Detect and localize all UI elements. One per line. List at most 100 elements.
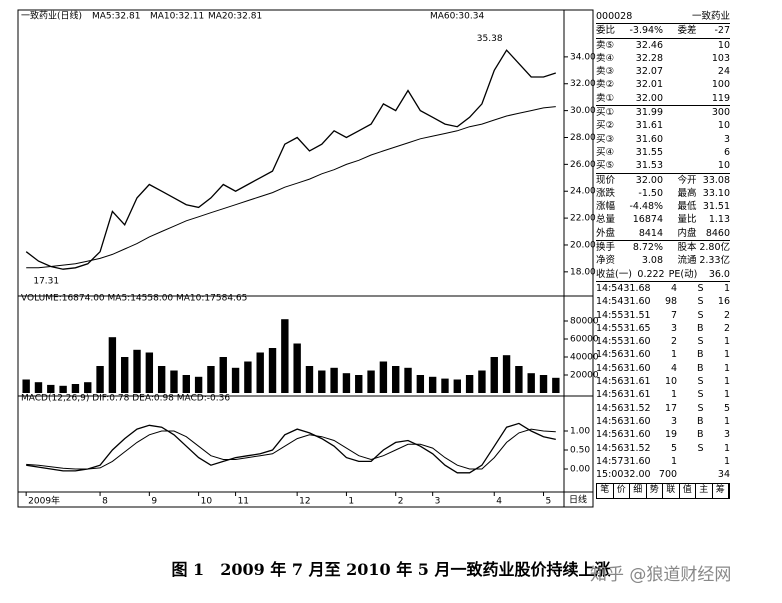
tick-cell: 31.52 [623, 402, 651, 414]
volume-bar [392, 366, 400, 393]
tick-cell: 14:54 [596, 296, 624, 308]
quote-cell: 32.07 [635, 66, 663, 78]
volume-bar [453, 379, 461, 393]
tick-row: 14:56 31.61 1 S 1 [596, 388, 730, 401]
quote-cell: 103 [711, 52, 730, 64]
tab[interactable]: 值 [680, 484, 696, 498]
quote-row: 卖④ 32.28 103 [596, 52, 730, 65]
volume-bar [330, 367, 338, 393]
quote-row: 卖① 32.00 119 [596, 92, 730, 105]
tick-cell: 1 [723, 442, 730, 454]
volume-bar [121, 357, 129, 393]
stock-name: 一致药业 [691, 11, 730, 22]
y-tick-label: 24.00 [570, 187, 596, 197]
tick-row: 14:56 31.60 3 B 1 [596, 415, 730, 428]
tick-cell: 14:56 [596, 442, 624, 454]
quote-cell: 32.00 [635, 174, 663, 186]
tab[interactable]: 联 [663, 484, 680, 498]
quote-cell: 卖④ [596, 52, 615, 64]
volume-bar [22, 379, 30, 393]
quote-cell: 买③ [596, 133, 615, 145]
tick-cell: 1 [723, 376, 730, 388]
quote-row: 买② 31.61 10 [596, 119, 730, 132]
tick-cell: S [697, 402, 704, 414]
quote-cell: 31.60 [635, 133, 663, 145]
quote-cell: 31.51 [702, 201, 731, 213]
quote-row: 净资 3.08 流通 2.33亿 [596, 254, 730, 267]
tick-cell: 31.60 [623, 455, 651, 467]
tick-cell: 4 [671, 362, 678, 374]
tick-cell: 14:56 [596, 389, 624, 401]
tick-cell [677, 455, 703, 468]
tick-cell: 31.60 [623, 336, 651, 348]
tick-cell: 1 [671, 349, 678, 361]
volume-bar [108, 337, 117, 393]
tick-cell: 1 [723, 362, 730, 374]
tick-cell: 31.68 [623, 282, 651, 294]
tab-bar: 笔价细势联值主筹 [596, 483, 730, 499]
quote-cell: 32.28 [635, 52, 663, 64]
tab[interactable]: 价 [614, 484, 630, 498]
x-tick-label: 11 [238, 497, 249, 507]
tick-row: 14:56 31.52 5 S 1 [596, 442, 730, 455]
quote-cell: -3.94% [629, 25, 664, 37]
tick-cell: 1 [723, 349, 730, 361]
quote-cell: PE(动) [668, 268, 698, 280]
quote-cell: 卖① [596, 92, 615, 104]
tick-row: 14:55 31.65 3 B 2 [596, 322, 730, 335]
quote-cell: 2.33亿 [699, 255, 730, 267]
tick-cell: 32.00 [623, 469, 651, 481]
tick-cell: 4 [671, 282, 678, 294]
tick-cell: 7 [671, 309, 678, 321]
tab[interactable]: 筹 [713, 484, 729, 498]
tab[interactable]: 细 [630, 484, 647, 498]
volume-bar [256, 352, 264, 393]
quote-cell: -4.48% [629, 201, 664, 213]
tick-cell: 98 [664, 296, 678, 308]
tab[interactable]: 主 [696, 484, 713, 498]
tick-cell: 14:57 [596, 455, 624, 467]
quote-row: 卖⑤ 32.46 10 [596, 37, 730, 52]
volume-bar [318, 370, 326, 393]
y-tick-label: 0.50 [570, 446, 590, 456]
quote-cell: 31.53 [635, 160, 663, 172]
quote-row: 卖③ 32.07 24 [596, 65, 730, 78]
series-line [26, 422, 556, 474]
tick-cell: B [697, 349, 704, 361]
caption: 图 1 2009 年 7 月至 2010 年 5 月一致药业股价持续上涨 [171, 560, 611, 579]
y-tick-label: 20.00 [570, 240, 596, 250]
quote-cell: 0.222 [637, 268, 665, 280]
quote-cell: 8414 [638, 227, 663, 239]
tick-cell: 31.61 [623, 389, 651, 401]
quote-cell: 3.08 [641, 255, 663, 267]
stock-code: 000028 [596, 11, 633, 22]
tick-cell: 31.60 [623, 296, 651, 308]
tick-cell: 2 [671, 336, 678, 348]
tick-cell: 10 [664, 376, 678, 388]
volume-bar [244, 361, 252, 393]
tick-cell: 2 [723, 322, 730, 334]
tick-cell: 14:56 [596, 415, 624, 427]
legend-entry: MA20:32.81 [208, 12, 262, 22]
volume-bar [219, 357, 227, 393]
y-tick-label: 32.00 [570, 79, 596, 89]
y-tick-label: 30.00 [570, 106, 596, 116]
quote-row: 换手 8.72% 股本 2.80亿 [596, 240, 730, 254]
quote-cell: 33.10 [702, 187, 730, 199]
tick-cell: B [697, 429, 704, 441]
quote-cell: 10 [717, 120, 730, 132]
tab[interactable]: 笔 [597, 484, 614, 498]
quote-cell: 32.46 [635, 39, 663, 51]
quote-cell: 24 [717, 66, 730, 78]
volume-bar [490, 357, 498, 393]
tick-cell [677, 468, 703, 481]
quote-cell: 119 [711, 92, 730, 104]
tab[interactable]: 势 [647, 484, 663, 498]
volume-bar [182, 375, 190, 393]
tick-cell: 700 [658, 469, 678, 481]
tick-cell: 3 [671, 415, 678, 427]
quote-cell: 3 [723, 133, 730, 145]
x-tick-label: 2009年 [28, 495, 60, 507]
legend-entry: MA10:32.11 [150, 12, 204, 22]
tick-cell: B [697, 362, 704, 374]
